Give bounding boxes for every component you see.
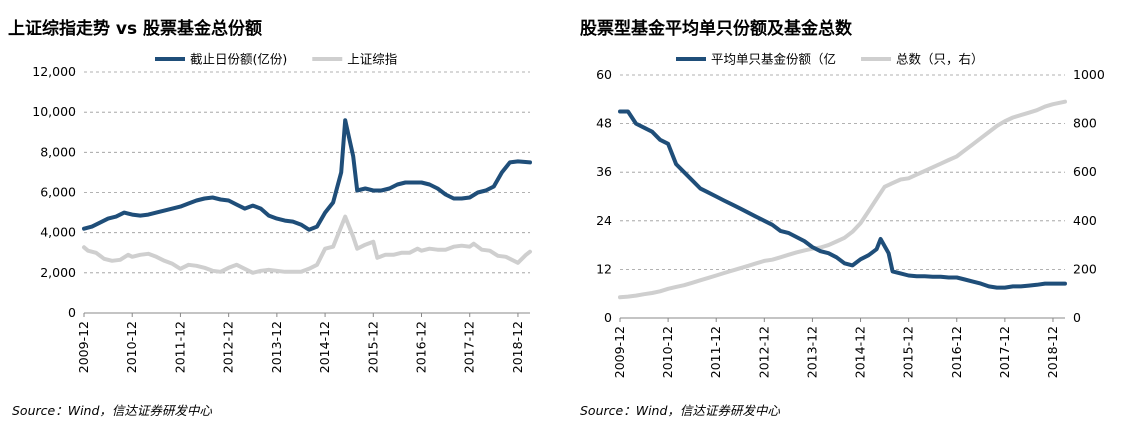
y-right-tick-label: 200 <box>1073 261 1097 276</box>
y-right-tick-label: 600 <box>1073 164 1097 179</box>
y-right-tick-label: 0 <box>1073 310 1081 325</box>
left-source-note: Source：Wind，信达证券研发中心 <box>12 403 212 418</box>
x-tick-label: 2013-12 <box>269 321 284 373</box>
y-tick-label: 36 <box>596 164 612 179</box>
x-tick-label: 2016-12 <box>414 321 429 373</box>
x-tick-label: 2011-12 <box>708 326 723 378</box>
y-right-tick-label: 800 <box>1073 116 1097 131</box>
y-tick-label: 48 <box>596 116 612 131</box>
legend-label: 平均单只基金份额（亿 <box>711 52 836 67</box>
right-chart-title: 股票型基金平均单只份额及基金总数 <box>580 19 852 39</box>
x-tick-label: 2014-12 <box>317 321 332 373</box>
x-tick-label: 2018-12 <box>1045 326 1060 378</box>
y-tick-label: 8,000 <box>40 144 76 159</box>
x-tick-label: 2013-12 <box>804 326 819 378</box>
y-tick-label: 12 <box>596 261 612 276</box>
x-tick-label: 2009-12 <box>76 321 91 373</box>
series-line <box>82 214 532 275</box>
y-tick-label: 2,000 <box>40 265 76 280</box>
x-tick-label: 2015-12 <box>365 321 380 373</box>
right-chart-panel: 股票型基金平均单只份额及基金总数 60 48 36 24 12 0 1000 800 600 40… <box>568 0 1136 427</box>
y-tick-label: 6,000 <box>40 185 76 200</box>
series-line <box>618 109 1067 290</box>
x-tick-label: 2009-12 <box>612 326 627 378</box>
x-tick-label: 2017-12 <box>462 321 477 373</box>
left-chart-svg: 12,000 10,000 8,000 6,000 4,000 2,000 02009-12… <box>32 52 532 373</box>
legend-label: 截止日份额(亿份) <box>190 52 287 67</box>
y-tick-label: 12,000 <box>32 64 76 79</box>
x-tick-label: 2012-12 <box>756 326 771 378</box>
y-right-tick-label: 1000 <box>1073 67 1105 82</box>
y-tick-label: 60 <box>596 67 612 82</box>
x-tick-label: 2017-12 <box>997 326 1012 378</box>
right-source-note: Source：Wind，信达证券研发中心 <box>580 403 780 418</box>
series-line <box>82 118 532 232</box>
x-tick-label: 2010-12 <box>660 326 675 378</box>
legend-label: 上证综指 <box>347 52 397 67</box>
x-tick-label: 2012-12 <box>221 321 236 373</box>
y-tick-label: 24 <box>596 213 612 228</box>
x-tick-label: 2014-12 <box>853 326 868 378</box>
y-tick-label: 4,000 <box>40 225 76 240</box>
legend-label: 总数（只，右） <box>896 52 984 67</box>
series-line <box>618 99 1067 300</box>
y-tick-label: 10,000 <box>32 104 76 119</box>
x-tick-label: 2015-12 <box>901 326 916 378</box>
y-tick-label: 0 <box>68 305 76 320</box>
x-tick-label: 2011-12 <box>172 321 187 373</box>
left-chart-panel: 上证综指走势 vs 股票基金总份额 12,000 10,000 8,000 6,000… <box>8 19 532 418</box>
x-tick-label: 2016-12 <box>949 326 964 378</box>
left-chart-title: 上证综指走势 vs 股票基金总份额 <box>8 19 263 39</box>
y-right-tick-label: 400 <box>1073 213 1097 228</box>
x-tick-label: 2010-12 <box>124 321 139 373</box>
x-tick-label: 2018-12 <box>510 321 525 373</box>
y-tick-label: 0 <box>604 310 612 325</box>
